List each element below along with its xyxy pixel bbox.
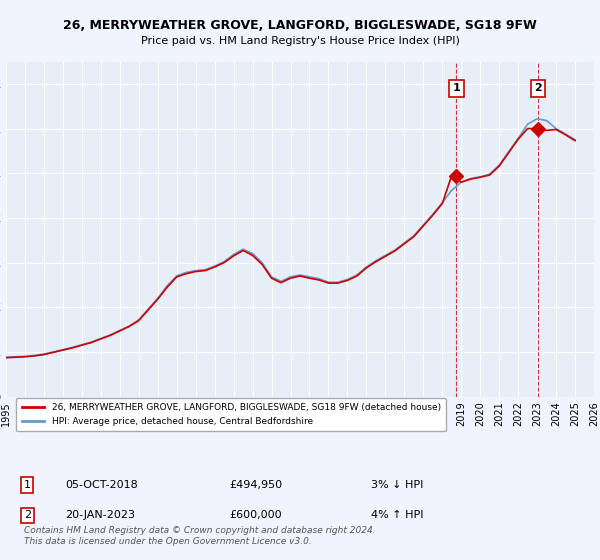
Text: 3% ↓ HPI: 3% ↓ HPI bbox=[371, 480, 423, 490]
Text: 1: 1 bbox=[452, 83, 460, 94]
Text: 1: 1 bbox=[23, 480, 31, 490]
Text: 2: 2 bbox=[23, 510, 31, 520]
Text: Price paid vs. HM Land Registry's House Price Index (HPI): Price paid vs. HM Land Registry's House … bbox=[140, 36, 460, 46]
Text: Contains HM Land Registry data © Crown copyright and database right 2024.
This d: Contains HM Land Registry data © Crown c… bbox=[23, 526, 375, 546]
Legend: 26, MERRYWEATHER GROVE, LANGFORD, BIGGLESWADE, SG18 9FW (detached house), HPI: A: 26, MERRYWEATHER GROVE, LANGFORD, BIGGLE… bbox=[16, 398, 446, 431]
Text: 4% ↑ HPI: 4% ↑ HPI bbox=[371, 510, 423, 520]
Text: 2: 2 bbox=[534, 83, 542, 94]
Text: 05-OCT-2018: 05-OCT-2018 bbox=[65, 480, 137, 490]
Text: 20-JAN-2023: 20-JAN-2023 bbox=[65, 510, 135, 520]
Text: £600,000: £600,000 bbox=[229, 510, 282, 520]
Text: 26, MERRYWEATHER GROVE, LANGFORD, BIGGLESWADE, SG18 9FW: 26, MERRYWEATHER GROVE, LANGFORD, BIGGLE… bbox=[63, 18, 537, 32]
Text: £494,950: £494,950 bbox=[229, 480, 283, 490]
